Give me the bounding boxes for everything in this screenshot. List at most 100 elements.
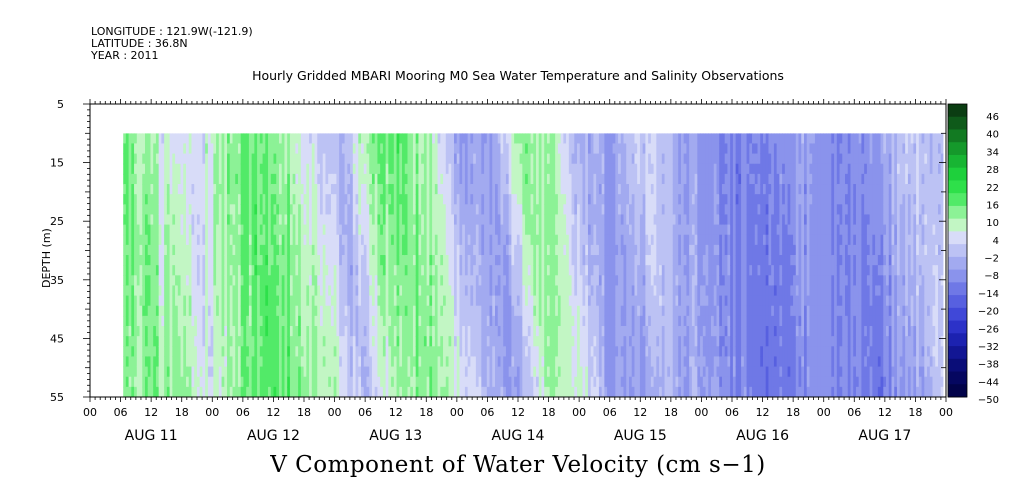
heatmap-cell [500, 275, 504, 287]
heatmap-cell [593, 285, 597, 297]
heatmap-cell [492, 275, 496, 287]
heatmap-cell [180, 173, 184, 185]
heatmap-cell [503, 214, 507, 226]
heatmap-cell [377, 234, 381, 246]
heatmap-cell [333, 386, 337, 398]
heatmap-cell [511, 356, 515, 368]
heatmap-cell [473, 204, 477, 216]
heatmap-cell [232, 214, 236, 226]
heatmap-cell [399, 173, 403, 185]
heatmap-cell [251, 255, 255, 266]
heatmap-cell [552, 315, 556, 327]
heatmap-cell [361, 224, 365, 236]
heatmap-cell [207, 356, 212, 368]
heatmap-cell [276, 234, 280, 246]
heatmap-cell [642, 194, 646, 205]
heatmap-cell [557, 346, 562, 358]
heatmap-cell [508, 224, 513, 236]
heatmap-cell [142, 305, 146, 317]
heatmap-cells [123, 133, 944, 398]
heatmap-cell [183, 275, 187, 287]
heatmap-cell [248, 285, 253, 297]
heatmap-cell [221, 346, 225, 358]
heatmap-cell [500, 326, 504, 337]
heatmap-cell [229, 386, 234, 398]
heatmap-cell [391, 244, 395, 256]
heatmap-cell [440, 386, 444, 398]
heatmap-cell [503, 376, 507, 388]
heatmap-cell [464, 295, 469, 307]
heatmap-cell [268, 234, 272, 246]
heatmap-cell [292, 295, 296, 307]
heatmap-cell [134, 366, 138, 378]
heatmap-cell [358, 315, 362, 327]
heatmap-cell [456, 376, 461, 388]
heatmap-cell [380, 336, 384, 347]
heatmap-cell [549, 346, 554, 358]
heatmap-cell [432, 315, 436, 327]
heatmap-cell [218, 305, 223, 317]
heatmap-cell [180, 204, 184, 216]
heatmap-cell [590, 336, 595, 347]
heatmap-cell [339, 184, 343, 195]
heatmap-cell [418, 234, 422, 246]
heatmap-cell [393, 224, 398, 236]
heatmap-cell [492, 376, 496, 388]
heatmap-cell [227, 346, 231, 358]
heatmap-cell [229, 224, 234, 236]
heatmap-cell [467, 386, 471, 398]
heatmap-cell [516, 255, 521, 266]
heatmap-cell [486, 376, 491, 388]
heatmap-cell [276, 366, 280, 378]
heatmap-cell [347, 143, 351, 155]
heatmap-cell [248, 204, 253, 216]
heatmap-cell [538, 295, 543, 307]
heatmap-cell [257, 346, 261, 358]
heatmap-cell [273, 143, 277, 155]
heatmap-cell [568, 386, 573, 398]
heatmap-cell [276, 184, 280, 195]
heatmap-cell [555, 366, 559, 378]
heatmap-cell [199, 234, 204, 246]
heatmap-cell [412, 234, 417, 246]
heatmap-cell [281, 173, 286, 185]
heatmap-cell [382, 305, 387, 317]
heatmap-cell [404, 244, 409, 256]
heatmap-cell [577, 275, 581, 287]
heatmap-cell [202, 305, 206, 317]
heatmap-cell [355, 224, 359, 236]
heatmap-cell [549, 153, 554, 165]
heatmap-cell [585, 305, 589, 317]
heatmap-cell [618, 173, 622, 185]
heatmap-cell [582, 153, 586, 165]
heatmap-cell [391, 204, 395, 216]
heatmap-cell [552, 133, 556, 145]
heatmap-cell [432, 133, 436, 145]
heatmap-cell [620, 143, 625, 155]
heatmap-cell [560, 285, 564, 297]
heatmap-cell [177, 285, 182, 297]
heatmap-cell [495, 224, 499, 236]
heatmap-cell [607, 153, 611, 165]
heatmap-cell [366, 163, 370, 175]
heatmap-cell [330, 305, 335, 317]
heatmap-cell [585, 184, 589, 195]
heatmap-cell [309, 376, 313, 388]
heatmap-cell [388, 336, 392, 347]
heatmap-cell [142, 194, 146, 205]
heatmap-cell [289, 173, 294, 185]
heatmap-cell [423, 255, 428, 266]
heatmap-cell [495, 214, 499, 226]
heatmap-cell [177, 194, 182, 205]
heatmap-cell [322, 234, 327, 246]
heatmap-cell [128, 163, 132, 175]
heatmap-cell [418, 295, 422, 307]
heatmap-cell [366, 255, 370, 266]
heatmap-cell [601, 275, 605, 287]
heatmap-cell [320, 143, 324, 155]
heatmap-cell [451, 285, 455, 297]
heatmap-cell [248, 386, 253, 398]
heatmap-cell [123, 173, 127, 185]
heatmap-cell [147, 376, 152, 388]
heatmap-cell [552, 163, 556, 175]
